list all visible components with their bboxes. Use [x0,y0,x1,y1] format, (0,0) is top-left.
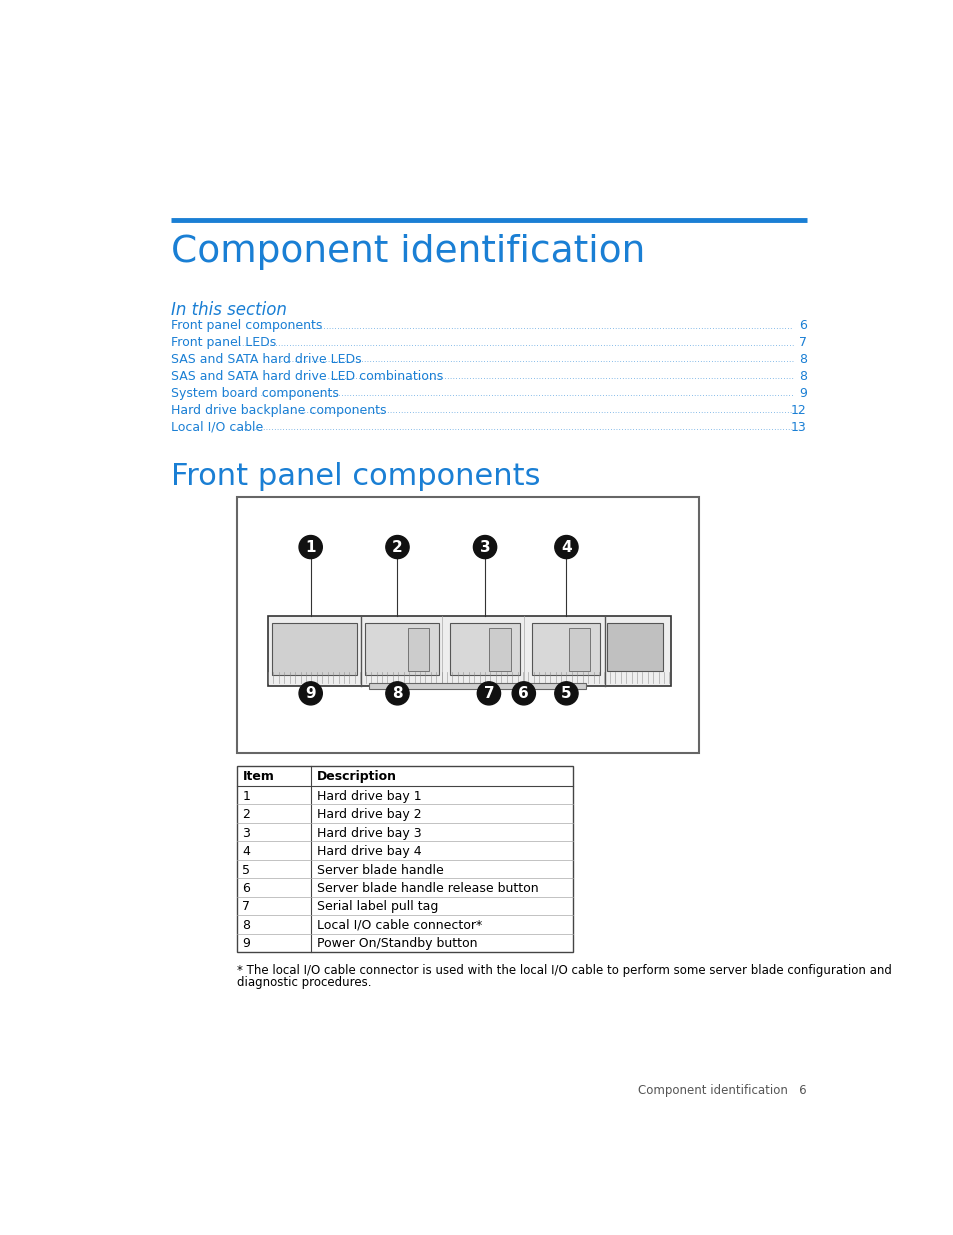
Text: Front panel components: Front panel components [171,462,540,492]
Text: 2: 2 [242,808,250,821]
Text: 9: 9 [305,685,315,700]
FancyBboxPatch shape [568,627,590,671]
Text: 7: 7 [242,900,251,914]
Text: 3: 3 [242,826,250,840]
Text: 1: 1 [242,789,250,803]
Circle shape [555,536,578,558]
Text: 7: 7 [483,685,494,700]
Circle shape [512,682,535,705]
Circle shape [298,536,322,558]
Text: Server blade handle: Server blade handle [316,863,443,877]
Text: 2: 2 [392,540,402,555]
FancyBboxPatch shape [268,616,670,685]
Text: Front panel components: Front panel components [171,319,322,332]
Text: diagnostic procedures.: diagnostic procedures. [236,976,371,989]
Circle shape [385,536,409,558]
Text: 8: 8 [392,685,402,700]
Text: 13: 13 [790,421,806,433]
Text: Hard drive bay 3: Hard drive bay 3 [316,826,421,840]
Text: Hard drive bay 2: Hard drive bay 2 [316,808,421,821]
Text: * The local I/O cable connector is used with the local I/O cable to perform some: * The local I/O cable connector is used … [236,963,891,977]
Circle shape [298,682,322,705]
Text: Server blade handle release button: Server blade handle release button [316,882,537,895]
Text: SAS and SATA hard drive LEDs: SAS and SATA hard drive LEDs [171,353,361,366]
Text: 4: 4 [560,540,571,555]
Text: Hard drive bay 1: Hard drive bay 1 [316,789,421,803]
Text: SAS and SATA hard drive LED combinations: SAS and SATA hard drive LED combinations [171,370,443,383]
Text: Description: Description [316,769,396,783]
Circle shape [555,682,578,705]
Text: Local I/O cable: Local I/O cable [171,421,263,433]
Text: 6: 6 [517,685,529,700]
Text: 9: 9 [798,387,806,400]
FancyBboxPatch shape [236,766,572,952]
Circle shape [385,682,409,705]
Text: Item: Item [242,769,274,783]
FancyBboxPatch shape [365,622,438,674]
Text: Local I/O cable connector*: Local I/O cable connector* [316,919,481,932]
Text: 9: 9 [242,937,250,951]
FancyBboxPatch shape [407,627,429,671]
Circle shape [476,682,500,705]
Circle shape [473,536,497,558]
Text: 6: 6 [798,319,806,332]
Text: In this section: In this section [171,300,287,319]
Text: Component identification   6: Component identification 6 [638,1084,806,1097]
Text: Serial label pull tag: Serial label pull tag [316,900,437,914]
FancyBboxPatch shape [236,496,699,753]
Text: 12: 12 [790,404,806,417]
Text: 6: 6 [242,882,250,895]
Text: 8: 8 [798,353,806,366]
Text: 5: 5 [242,863,251,877]
Text: 7: 7 [798,336,806,350]
Text: Power On/Standby button: Power On/Standby button [316,937,476,951]
Text: System board components: System board components [171,387,338,400]
Text: Hard drive backplane components: Hard drive backplane components [171,404,386,417]
FancyBboxPatch shape [607,622,662,671]
FancyBboxPatch shape [272,622,356,674]
FancyBboxPatch shape [488,627,510,671]
Text: Hard drive bay 4: Hard drive bay 4 [316,845,421,858]
Text: 5: 5 [560,685,571,700]
FancyBboxPatch shape [531,622,599,674]
Text: Front panel LEDs: Front panel LEDs [171,336,276,350]
Text: 4: 4 [242,845,250,858]
FancyBboxPatch shape [450,622,519,674]
Text: 8: 8 [798,370,806,383]
Text: Component identification: Component identification [171,235,645,270]
Text: 8: 8 [242,919,251,932]
Text: 3: 3 [479,540,490,555]
FancyBboxPatch shape [369,683,585,689]
Text: 1: 1 [305,540,315,555]
